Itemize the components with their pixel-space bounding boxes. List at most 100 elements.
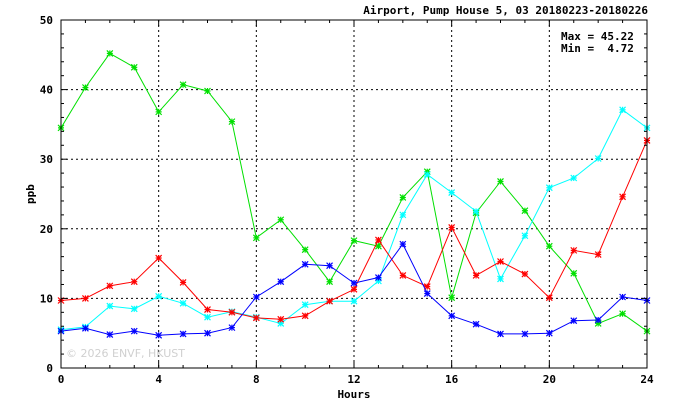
min-stat: Min = 4.72 [561,42,634,55]
data-point [350,285,358,293]
data-point [326,278,334,286]
data-point [204,313,211,321]
y-axis-label: ppb [24,184,37,204]
data-point [423,290,431,297]
chart-title: Airport, Pump House 5, 03 20180223-20180… [363,4,648,17]
data-point [326,297,334,305]
data-point [448,312,456,320]
data-point [179,81,187,89]
data-point [301,301,309,309]
data-point [594,155,602,162]
data-point [619,193,627,201]
data-point [545,329,553,337]
data-point [228,308,236,316]
data-point [619,106,627,114]
data-point [81,84,89,91]
x-tick-label: 16 [445,373,459,386]
data-point [545,184,553,192]
data-point [228,118,236,126]
data-point [130,63,138,71]
data-point [448,223,456,231]
data-point [497,178,504,185]
data-point [619,310,627,318]
data-point [252,314,260,322]
data-point [301,246,309,254]
y-tick-label: 50 [40,14,53,27]
data-point [570,269,578,277]
data-point [374,236,382,244]
data-point [570,246,578,254]
data-point [448,294,456,302]
data-point [472,320,480,328]
data-point [204,329,211,337]
data-point [130,278,138,286]
data-point [277,320,285,327]
y-tick-label: 40 [40,84,53,97]
data-point [155,108,163,116]
data-point [252,234,260,242]
data-point [81,324,89,332]
data-point [472,272,480,279]
data-point [277,315,285,323]
data-point [106,49,114,57]
x-tick-label: 12 [347,373,360,386]
data-point [277,278,285,286]
data-point [301,260,309,268]
data-point [350,279,358,287]
data-point [252,293,260,301]
series-4 [57,240,651,339]
data-point [521,232,529,240]
data-point [619,293,627,301]
data-point [521,207,529,215]
data-point [179,330,187,338]
data-point [497,275,504,283]
data-point [204,87,211,95]
data-point [497,330,504,338]
x-tick-label: 20 [543,373,556,386]
data-point [228,324,236,332]
data-point [106,302,114,310]
series-line [60,140,648,320]
series-group [57,49,651,339]
data-point [521,330,529,338]
data-point [594,316,602,324]
data-point [130,327,138,335]
x-tick-label: 0 [58,373,65,386]
watermark: © 2026 ENVF, HKUST [66,347,185,360]
y-axis-ticks: 0 10 20 30 40 50 [40,14,647,375]
x-tick-label: 4 [155,373,162,386]
x-tick-label: 8 [253,373,260,386]
data-point [594,251,602,258]
data-point [350,237,358,245]
series-1 [57,49,651,335]
data-point [204,306,211,313]
data-point [399,272,407,279]
data-point [350,297,358,305]
data-point [570,174,578,182]
data-point [521,270,529,278]
data-point [545,294,553,302]
x-axis-label: Hours [337,388,370,401]
data-point [545,242,553,250]
data-point [497,258,504,265]
data-point [399,240,407,248]
data-point [106,331,114,339]
max-stat: Max = 45.22 [561,30,634,43]
y-tick-label: 0 [46,362,53,375]
data-point [301,312,309,320]
y-tick-label: 20 [40,223,53,236]
data-point [423,171,431,178]
data-point [277,216,285,224]
x-axis-ticks: 0 4 8 12 16 20 24 [58,20,654,386]
data-point [81,294,89,302]
data-point [448,189,456,197]
data-point [130,305,138,313]
data-point [155,292,163,300]
data-point [106,282,114,290]
data-point [326,262,334,270]
grid-lines [61,20,647,368]
data-point [155,331,163,339]
data-point [472,207,480,215]
x-tick-label: 24 [640,373,654,386]
